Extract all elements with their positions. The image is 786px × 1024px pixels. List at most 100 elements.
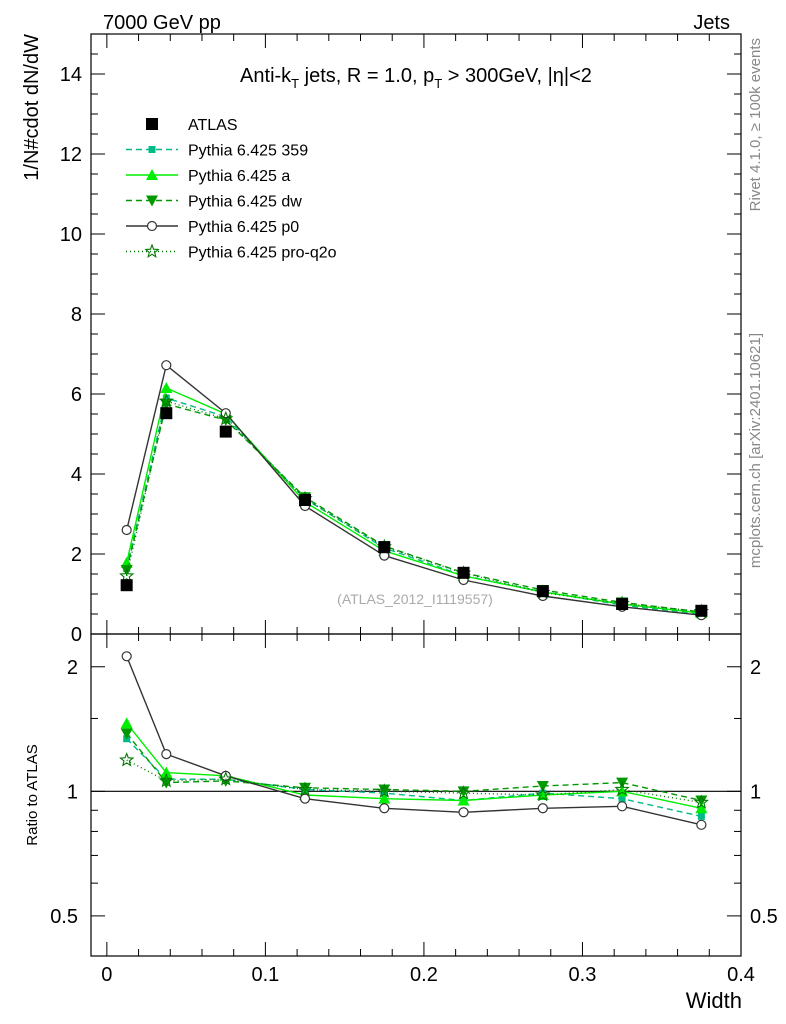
point-pythia-6-425-p0: [161, 360, 172, 371]
y-tick-label: 10: [60, 224, 82, 246]
point-atlas: [160, 407, 173, 420]
ratio-point-pythia-6-425-359: [618, 795, 626, 803]
ratio-point-pythia-6-425-dw: [695, 795, 708, 807]
ratio-tick-label-right: 1: [750, 781, 761, 803]
ratio-line-pythia-6-425-pro-q2o: [126, 759, 702, 804]
legend-marker-atlas: [146, 118, 158, 130]
legend-label-pythia-6-425-dw: Pythia 6.425 dw: [188, 194, 302, 211]
header-jets: Jets: [693, 12, 730, 34]
point-atlas: [299, 494, 312, 506]
point-pythia-6-425-359: [162, 394, 170, 402]
legend-marker-pythia-6-425-p0: [146, 220, 158, 232]
ratio-point-pythia-6-425-a: [457, 794, 470, 806]
x-tick-label: 0.4: [727, 964, 755, 986]
legend-label-pythia-6-425-a: Pythia 6.425 a: [188, 168, 290, 185]
point-atlas: [120, 579, 133, 592]
ratio-tick-label: 2: [67, 657, 78, 679]
ratio-point-pythia-6-425-pro-q2o: [158, 772, 174, 788]
ratio-plot-frame: [90, 633, 742, 957]
ratio-point-pythia-6-425-dw: [457, 786, 470, 798]
ratio-point-pythia-6-425-pro-q2o: [218, 771, 234, 786]
x-tick-label: 0: [101, 964, 112, 986]
y-axis-label: 1/N#cdot dN/dW: [21, 34, 43, 181]
ratio-point-pythia-6-425-pro-q2o: [376, 783, 392, 798]
y-tick-label: 2: [71, 544, 82, 566]
point-pythia-6-425-pro-q2o: [119, 567, 135, 583]
ratio-tick-label: 0.5: [50, 906, 78, 928]
legend-label-pythia-6-425-pro-q2o: Pythia 6.425 pro-q2o: [188, 245, 337, 262]
ratio-point-pythia-6-425-p0: [616, 801, 628, 812]
ratio-point-pythia-6-425-p0: [458, 807, 469, 818]
ratio-point-pythia-6-425-a: [695, 802, 708, 814]
point-pythia-6-425-pro-q2o: [218, 410, 234, 426]
ratio-point-pythia-6-425-a: [378, 792, 391, 804]
legend-marker-pythia-6-425-a: [146, 169, 158, 180]
series-line-pythia-6-425-pro-q2o: [126, 400, 702, 613]
x-axis-label: Width: [686, 988, 742, 1013]
point-atlas: [536, 585, 549, 598]
point-pythia-6-425-a: [160, 382, 173, 393]
series-line-pythia-6-425-dw: [126, 403, 702, 613]
ratio-point-pythia-6-425-p0: [379, 803, 390, 814]
ratio-point-pythia-6-425-p0: [537, 803, 548, 814]
series-line-pythia-6-425-p0: [126, 363, 702, 616]
y-tick-label: 6: [71, 384, 82, 406]
ratio-line-pythia-6-425-dw: [126, 732, 702, 802]
ratio-point-pythia-6-425-pro-q2o: [119, 752, 135, 767]
legend-label-pythia-6-425-p0: Pythia 6.425 p0: [188, 219, 299, 236]
point-atlas: [219, 425, 232, 438]
point-atlas: [616, 598, 629, 610]
x-tick-label: 0.3: [569, 964, 597, 986]
legend-marker-pythia-6-425-dw: [146, 195, 158, 207]
ratio-point-pythia-6-425-dw: [120, 728, 133, 740]
point-atlas: [457, 566, 470, 579]
ratio-point-pythia-6-425-pro-q2o: [297, 781, 313, 797]
legend-marker-pythia-6-425-359: [148, 146, 156, 153]
ratio-point-pythia-6-425-p0: [696, 819, 707, 830]
y-tick-label: 8: [71, 304, 82, 326]
ratio-point-pythia-6-425-pro-q2o: [693, 794, 709, 809]
ratio-point-pythia-6-425-dw: [378, 784, 391, 796]
y-tick-label: 4: [71, 464, 82, 486]
ratio-point-pythia-6-425-p0: [299, 793, 311, 804]
series-line-pythia-6-425-359: [126, 397, 702, 615]
point-pythia-6-425-dw: [219, 415, 232, 426]
point-atlas: [378, 541, 391, 554]
ratio-point-pythia-6-425-dw: [299, 782, 312, 794]
ratio-point-pythia-6-425-pro-q2o: [614, 781, 630, 797]
point-atlas: [695, 604, 708, 617]
x-tick-label: 0.1: [251, 964, 279, 986]
legend-label-atlas: ATLAS: [188, 117, 238, 134]
legend-label-pythia-6-425-359: Pythia 6.425 359: [188, 143, 308, 160]
legend: ATLAS Pythia 6.425 359 Pythia 6.425 a Pythi…: [126, 117, 337, 262]
main-series: [119, 360, 709, 621]
point-pythia-6-425-pro-q2o: [158, 393, 174, 408]
ratio-line-pythia-6-425-359: [126, 738, 702, 818]
chart-title: Anti-kT jets, R = 1.0, pT > 300GeV, |η|<…: [240, 65, 592, 91]
ratio-point-pythia-6-425-p0: [121, 651, 132, 662]
ratio-point-pythia-6-425-pro-q2o: [535, 786, 551, 802]
ratio-point-pythia-6-425-p0: [161, 749, 172, 760]
ratio-axis-label: Ratio to ATLAS: [24, 744, 41, 845]
ratio-tick-label-right: 2: [750, 657, 761, 679]
y-tick-label: 0: [71, 624, 82, 646]
ratio-point-pythia-6-425-pro-q2o: [455, 785, 472, 800]
ratio-point-pythia-6-425-a: [160, 766, 173, 778]
ratio-point-pythia-6-425-359: [697, 812, 705, 820]
rivet-note: Rivet 4.1.0, ≥ 100k events: [747, 38, 764, 211]
ratio-tick-label-right: 0.5: [750, 906, 778, 928]
analysis-watermark: (ATLAS_2012_I1119557): [337, 591, 493, 607]
ratio-series: [119, 651, 709, 830]
y-tick-label: 12: [60, 144, 82, 166]
ratio-point-pythia-6-425-dw: [536, 781, 549, 793]
ratio-point-pythia-6-425-a: [120, 717, 133, 729]
header-energy: 7000 GeV pp: [103, 12, 221, 34]
mcplots-note: mcplots.cern.ch [arXiv:2401.10621]: [747, 333, 764, 568]
x-tick-label: 0.2: [410, 964, 438, 986]
ratio-tick-label: 1: [67, 781, 78, 803]
series-line-pythia-6-425-a: [126, 387, 702, 614]
y-tick-label: 14: [60, 64, 82, 86]
legend-marker-pythia-6-425-pro-q2o: [144, 243, 160, 259]
